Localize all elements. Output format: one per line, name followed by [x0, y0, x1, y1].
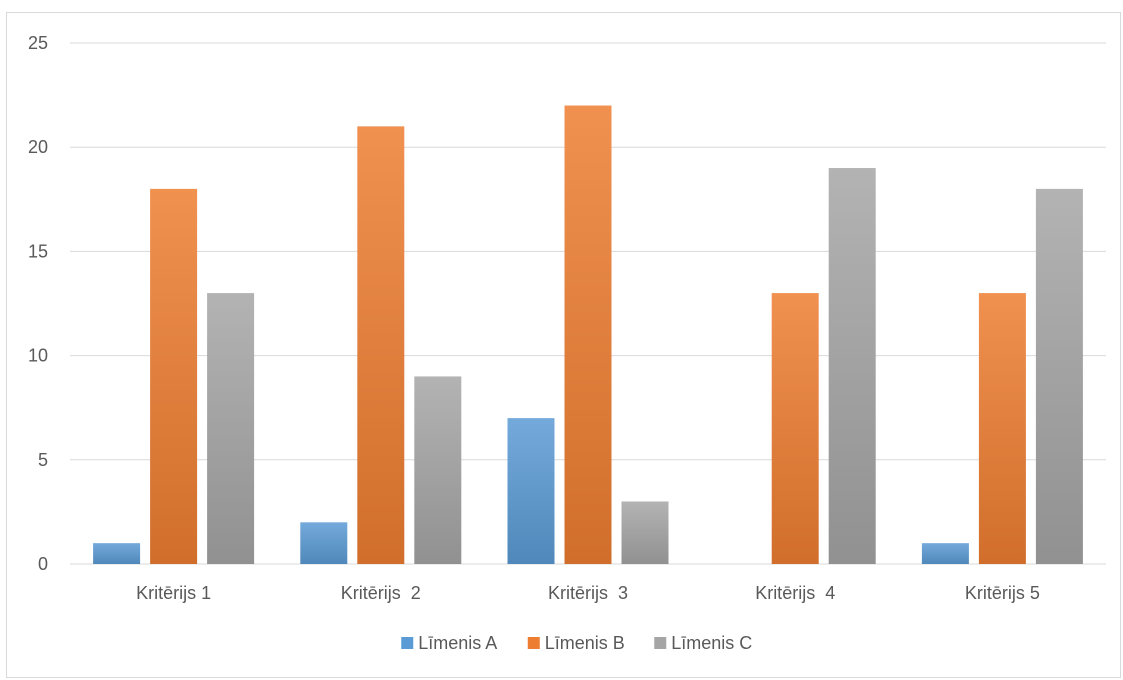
- bar-līmenis-b-1: [150, 188, 198, 564]
- legend-label: Līmenis B: [545, 633, 625, 653]
- legend-item-līmenis-b: Līmenis B: [527, 633, 625, 653]
- x-axis-tick-labels: Kritērijs 1 Kritērijs 2 Kritērijs 3 Kritēri…: [136, 583, 1040, 603]
- bar-līmenis-b-2: [357, 126, 405, 565]
- bar-līmenis-c-2: [414, 376, 462, 564]
- y-tick-label: 20: [28, 137, 48, 157]
- bar-līmenis-a-1: [93, 543, 141, 564]
- y-axis-tick-labels: 0 5 10 15 20 25: [28, 33, 48, 574]
- bars: [93, 105, 1083, 565]
- bar-līmenis-c-5: [1035, 188, 1083, 564]
- legend-swatch: [401, 637, 414, 649]
- legend-swatch: [527, 637, 540, 649]
- bar-līmenis-a-5: [921, 543, 969, 564]
- bar-līmenis-b-5: [978, 293, 1026, 564]
- bar-līmenis-a-3: [507, 418, 555, 564]
- bar-līmenis-c-1: [207, 293, 255, 564]
- legend-label: Līmenis A: [418, 633, 497, 653]
- legend: Līmenis A Līmenis B Līmenis C: [401, 633, 752, 653]
- x-tick-label: Kritērijs 4: [755, 583, 835, 603]
- y-tick-label: 10: [28, 346, 48, 366]
- bar-līmenis-a-2: [300, 522, 348, 564]
- bar-līmenis-c-4: [828, 168, 876, 565]
- x-tick-label: Kritērijs 5: [965, 583, 1040, 603]
- x-tick-label: Kritērijs 1: [136, 583, 211, 603]
- bar-līmenis-b-3: [564, 105, 612, 565]
- y-tick-label: 5: [38, 450, 48, 470]
- y-tick-label: 15: [28, 241, 48, 261]
- bar-līmenis-c-3: [621, 501, 669, 564]
- legend-item-līmenis-c: Līmenis C: [654, 633, 752, 653]
- legend-item-līmenis-a: Līmenis A: [401, 633, 497, 653]
- y-tick-label: 25: [28, 33, 48, 53]
- bar-līmenis-b-4: [771, 293, 819, 564]
- legend-label: Līmenis C: [671, 633, 752, 653]
- legend-swatch: [654, 637, 667, 649]
- y-tick-label: 0: [38, 554, 48, 574]
- x-tick-label: Kritērijs 3: [548, 583, 628, 603]
- x-tick-label: Kritērijs 2: [341, 583, 421, 603]
